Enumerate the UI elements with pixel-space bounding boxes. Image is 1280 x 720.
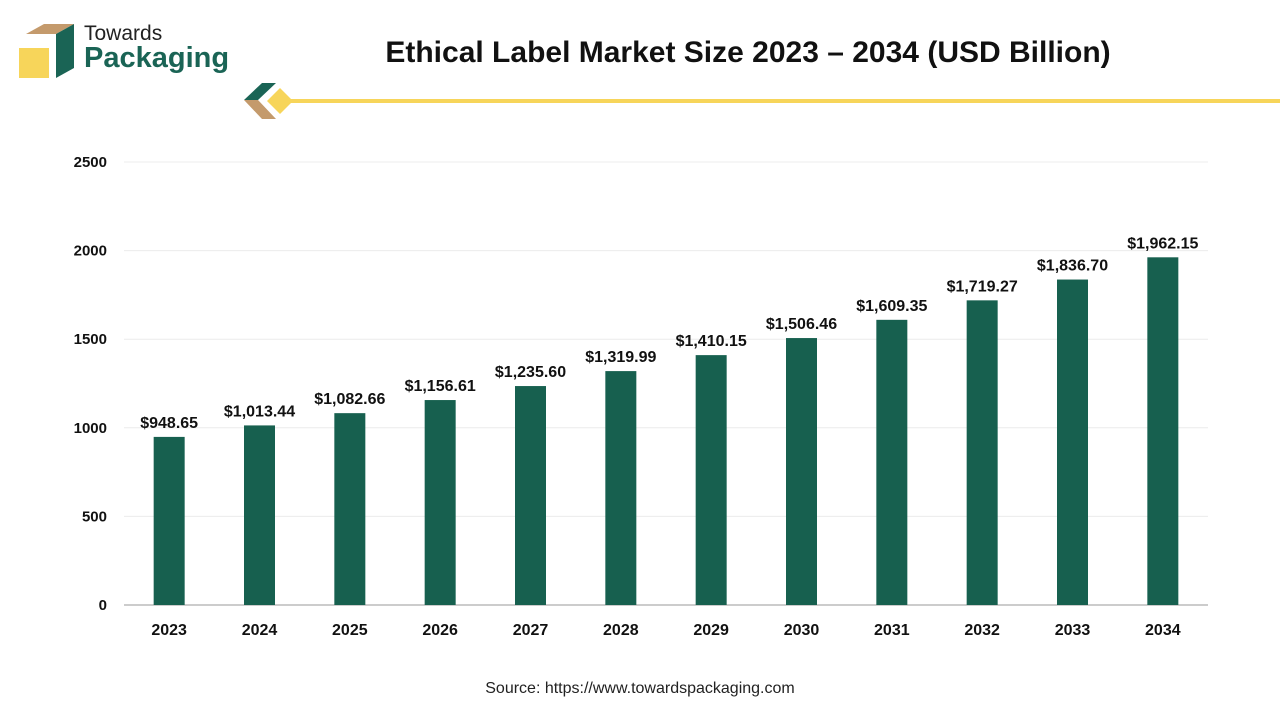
bar-2028: [605, 371, 637, 605]
x-tick-label: 2025: [332, 622, 368, 639]
bar-2030: [786, 338, 817, 605]
x-tick-label: 2024: [242, 622, 278, 639]
bar-2024: [244, 425, 275, 605]
data-label: $1,156.61: [405, 378, 476, 395]
x-tick-label: 2026: [422, 622, 458, 639]
decorative-arrow-line-icon: [244, 83, 1280, 119]
x-tick-label: 2030: [784, 622, 820, 639]
x-tick-label: 2033: [1055, 622, 1091, 639]
x-tick-label: 2032: [964, 622, 1000, 639]
x-tick-label: 2034: [1145, 622, 1181, 639]
logo-text-packaging: Packaging: [84, 42, 230, 74]
chart-title: Ethical Label Market Size 2023 – 2034 (U…: [385, 36, 1111, 69]
y-tick-label: 1500: [74, 331, 107, 348]
bar-2032: [966, 300, 998, 605]
y-tick-label: 0: [99, 597, 107, 614]
x-tick-label: 2023: [151, 622, 187, 639]
towards-packaging-logo-icon: [19, 24, 74, 78]
x-tick-label: 2028: [603, 622, 639, 639]
data-label: $1,719.27: [947, 278, 1018, 295]
data-label: $1,962.15: [1127, 235, 1198, 252]
data-label: $948.65: [140, 415, 198, 432]
data-label: $1,082.66: [314, 391, 385, 408]
bar-2033: [1057, 279, 1088, 605]
bar-2026: [424, 400, 456, 605]
x-tick-label: 2029: [693, 622, 729, 639]
bar-2031: [876, 319, 908, 605]
y-tick-label: 2000: [74, 243, 107, 260]
bar-2034: [1147, 257, 1179, 605]
data-label: $1,013.44: [224, 403, 295, 420]
bar-2025: [334, 413, 366, 605]
data-label: $1,609.35: [856, 298, 927, 315]
data-label: $1,319.99: [585, 349, 656, 366]
bar-2027: [515, 386, 546, 605]
y-tick-label: 2500: [74, 154, 107, 171]
data-label: $1,410.15: [676, 333, 747, 350]
data-label: $1,836.70: [1037, 258, 1108, 275]
y-tick-label: 1000: [74, 420, 107, 437]
source-text: Source: https://www.towardspackaging.com: [485, 680, 795, 697]
bar-2029: [695, 355, 727, 605]
bar-2023: [153, 436, 185, 605]
x-tick-label: 2031: [874, 622, 910, 639]
data-label: $1,506.46: [766, 316, 837, 333]
logo-text-towards: Towards: [84, 22, 163, 45]
x-tick-label: 2027: [513, 622, 549, 639]
data-label: $1,235.60: [495, 364, 566, 381]
y-tick-label: 500: [82, 508, 107, 525]
